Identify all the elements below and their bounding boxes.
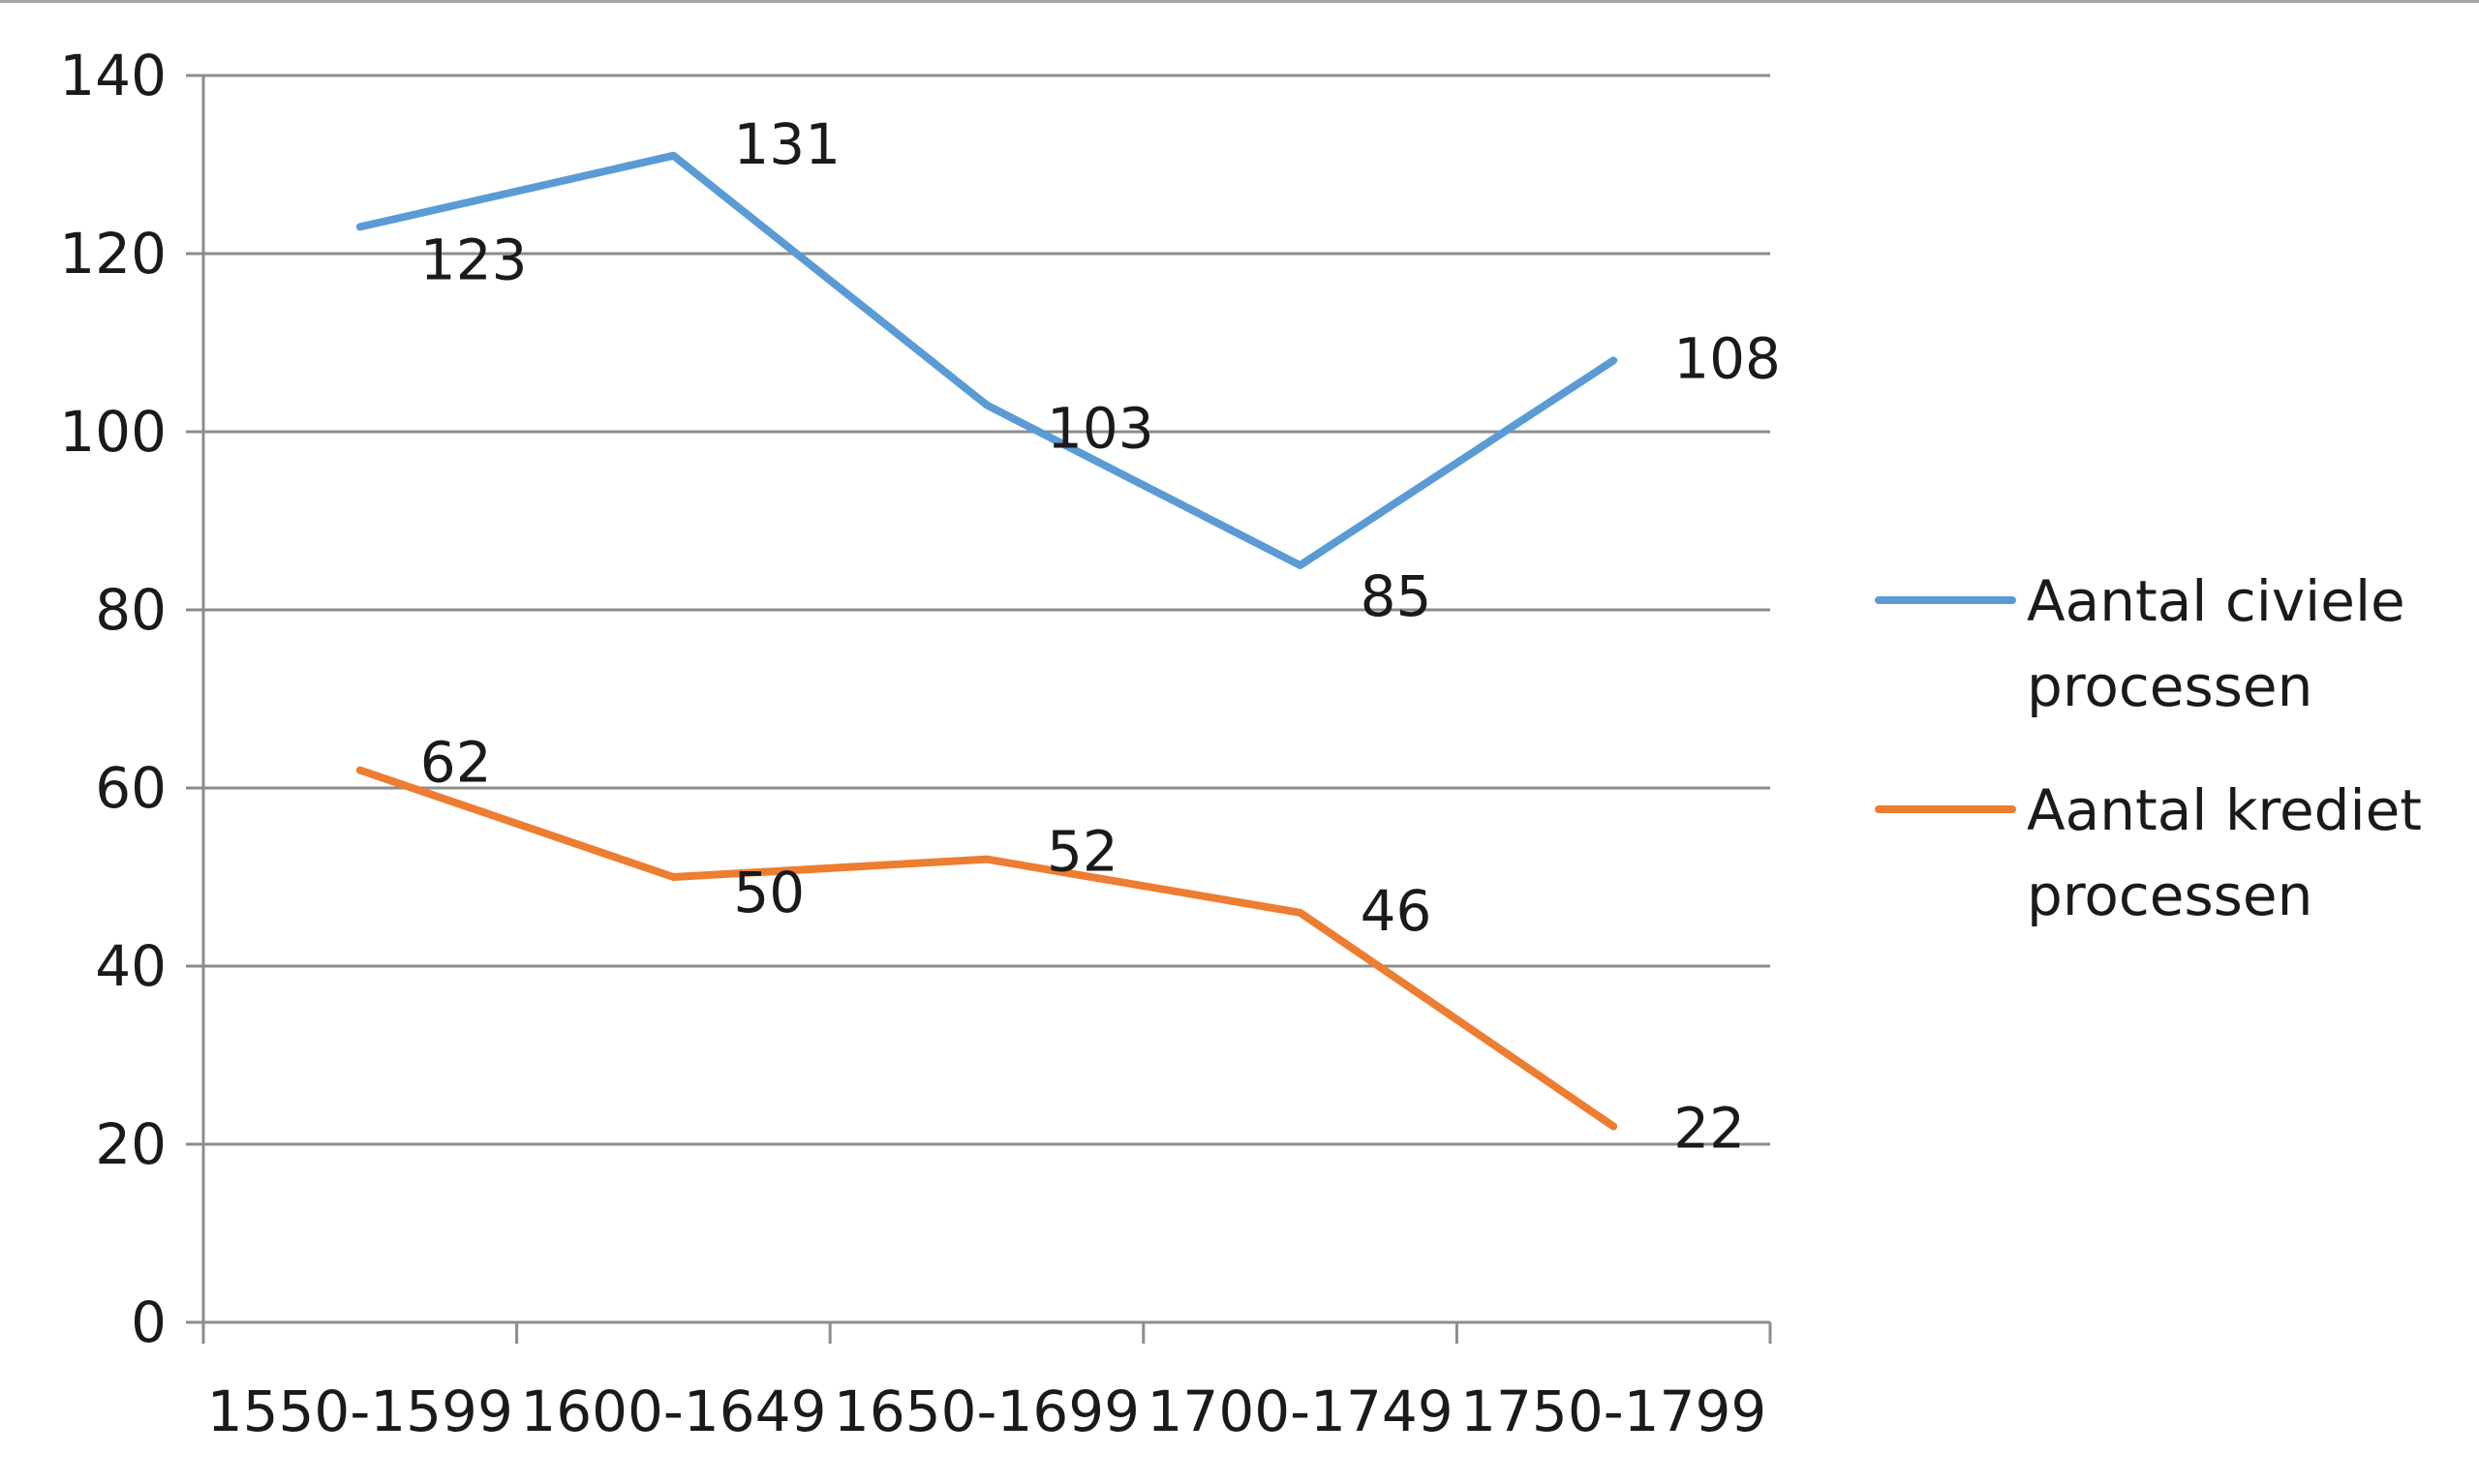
legend-label: Aantal civiele	[2027, 568, 2405, 634]
data-label: 52	[1047, 819, 1118, 885]
legend-item-2: Aantal krediet processen	[1875, 777, 2422, 928]
series-line-1	[355, 151, 1618, 569]
series-group	[355, 151, 1618, 1131]
legend: Aantal civiele processen Aantal krediet pro…	[1875, 568, 2422, 928]
data-label: 22	[1673, 1096, 1745, 1162]
data-label: 50	[733, 860, 805, 925]
series-line-2	[355, 766, 1618, 1131]
data-label: 103	[1047, 395, 1154, 461]
y-tick-label: 120	[59, 221, 167, 287]
data-label: 108	[1673, 325, 1781, 391]
y-tick-label: 40	[95, 933, 167, 999]
x-tick-label: 1700-1749	[1148, 1378, 1454, 1444]
y-axis-ticks: 0 20 40 60 80 100 120 140	[59, 43, 203, 1355]
x-tick-label: 1600-1649	[520, 1378, 826, 1444]
y-tick-label: 60	[95, 755, 167, 821]
data-labels: 123 131 103 85 108 62 50 52 46 22	[420, 111, 1781, 1162]
data-label: 123	[420, 227, 528, 292]
x-tick-label: 1550-1599	[207, 1378, 513, 1444]
x-tick-label: 1650-1699	[834, 1378, 1140, 1444]
y-tick-label: 80	[95, 577, 167, 643]
data-label: 85	[1361, 563, 1432, 629]
x-tick-label: 1750-1799	[1460, 1378, 1766, 1444]
y-tick-label: 0	[131, 1289, 167, 1355]
gridlines	[203, 74, 1770, 1146]
data-label: 46	[1361, 878, 1432, 944]
data-label: 62	[420, 730, 492, 796]
data-label: 131	[733, 111, 841, 177]
y-tick-label: 140	[59, 43, 167, 108]
legend-item-1: Aantal civiele processen	[1875, 568, 2405, 719]
y-tick-label: 100	[59, 399, 167, 465]
legend-label: Aantal krediet	[2027, 777, 2422, 843]
x-axis-ticks: 1550-1599 1600-1649 1650-1699 1700-1749 1750…	[201, 1322, 1772, 1444]
legend-label: processen	[2027, 653, 2312, 719]
legend-label: processen	[2027, 863, 2312, 928]
y-tick-label: 20	[95, 1111, 167, 1177]
axes	[201, 76, 1770, 1324]
